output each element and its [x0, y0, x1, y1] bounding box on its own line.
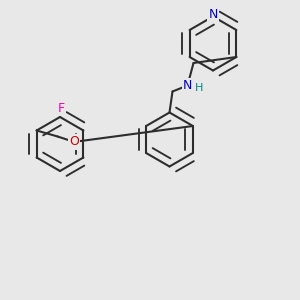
- Text: N: N: [183, 79, 192, 92]
- Text: F: F: [58, 101, 65, 115]
- Text: H: H: [195, 83, 204, 94]
- Text: N: N: [208, 8, 218, 22]
- Text: O: O: [69, 135, 79, 148]
